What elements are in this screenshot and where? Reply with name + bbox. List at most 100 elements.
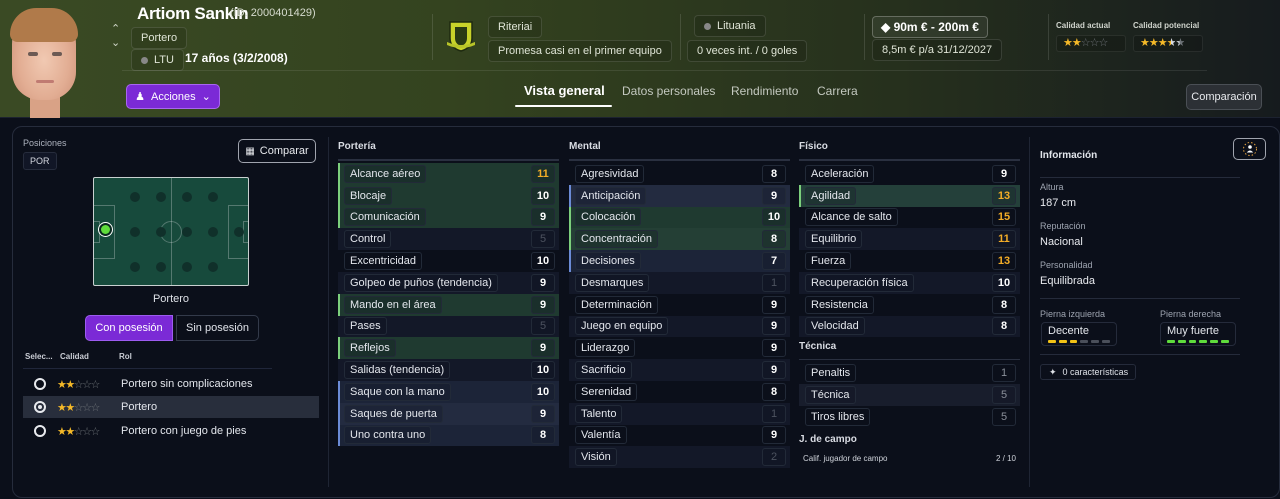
header-divider: [122, 70, 1207, 71]
divider: [1029, 137, 1030, 487]
in-possession-toggle[interactable]: Con posesión: [85, 315, 173, 341]
mental-attributes: Mental Agresividad 8 Anticipación 9 Coloca…: [569, 141, 790, 469]
attribute-row[interactable]: Alcance aéreo 11: [338, 163, 559, 185]
section-title: J. de campo: [799, 433, 857, 445]
traits-button[interactable]: ✦ 0 características: [1040, 364, 1136, 380]
attribute-row[interactable]: Salidas (tendencia) 10: [338, 359, 559, 381]
tab-carrera[interactable]: Carrera: [817, 84, 858, 98]
attribute-row[interactable]: Mando en el área 9: [338, 293, 559, 316]
attribute-row[interactable]: Anticipación 9: [569, 184, 790, 207]
height-value: 187 cm: [1040, 197, 1077, 209]
sparkle-icon: ✦: [1049, 366, 1057, 377]
attribute-row[interactable]: Uno contra uno 8: [338, 424, 559, 447]
player-photo: [6, 6, 86, 118]
left-foot-label: Pierna izquierda: [1040, 309, 1106, 319]
role-row-selected[interactable]: ★★☆☆☆ Portero: [23, 396, 319, 418]
attribute-row[interactable]: Agresividad 8: [569, 163, 790, 185]
left-foot-level-bar: [1048, 340, 1110, 343]
radio-button[interactable]: [34, 378, 46, 390]
attribute-row[interactable]: Excentricidad 10: [338, 250, 559, 272]
compare-button[interactable]: ▦ Comparar: [238, 139, 316, 163]
role-quality-stars: ★★☆☆☆: [57, 378, 100, 391]
tab-vista-general[interactable]: Vista general: [524, 83, 605, 98]
personality-radar-button[interactable]: [1233, 138, 1266, 160]
attribute-row[interactable]: Penaltis 1: [799, 362, 1020, 384]
goalkeeping-attributes: Portería Alcance aéreo 11 Blocaje 10 Comun…: [338, 141, 559, 447]
attribute-row[interactable]: Talento 1: [569, 402, 790, 425]
section-title: Técnica: [799, 341, 837, 353]
previous-player-chevron-up-icon[interactable]: ⌃: [111, 23, 121, 35]
attribute-row[interactable]: Sacrificio 9: [569, 359, 790, 381]
actions-button[interactable]: ♟ Acciones ⌄: [126, 84, 220, 109]
club-crest-icon[interactable]: [446, 18, 476, 52]
attribute-row[interactable]: Decisiones 7: [569, 250, 790, 272]
attribute-row[interactable]: Concentración 8: [569, 228, 790, 251]
tab-datos-personales[interactable]: Datos personales: [622, 84, 716, 98]
section-title: Mental: [569, 141, 601, 152]
radio-button[interactable]: [34, 401, 46, 413]
attribute-row[interactable]: Resistencia 8: [799, 294, 1020, 316]
player-age: 17 años (3/2/2008): [185, 51, 288, 65]
flag-icon: [704, 22, 711, 30]
roles-header-select: Selec...: [25, 352, 53, 361]
value-range-badge: ◆ 90m € - 200m €: [872, 16, 988, 38]
height-label: Altura: [1040, 182, 1064, 192]
international-caps-chip: 0 veces int. / 0 goles: [687, 40, 808, 62]
attribute-row[interactable]: Tiros libres 5: [799, 406, 1020, 428]
attribute-row[interactable]: Visión 2: [569, 446, 790, 469]
tab-rendimiento[interactable]: Rendimiento: [731, 84, 799, 98]
roles-header-role: Rol: [119, 352, 132, 361]
attribute-row[interactable]: Recuperación física 10: [799, 271, 1020, 294]
current-quality-stars: ★★☆☆☆: [1056, 35, 1126, 52]
reputation-label: Reputación: [1040, 221, 1086, 231]
attribute-row[interactable]: Técnica 5: [799, 384, 1020, 406]
attribute-row[interactable]: Blocaje 10: [338, 184, 559, 207]
attribute-row[interactable]: Fuerza 13: [799, 250, 1020, 272]
attribute-row[interactable]: Agilidad 13: [799, 184, 1020, 207]
attribute-row[interactable]: Valentía 9: [569, 425, 790, 447]
right-foot-level-bar: [1167, 340, 1229, 343]
attribute-row[interactable]: Velocidad 8: [799, 315, 1020, 338]
nation-code-chip: LTU: [131, 49, 184, 71]
attribute-row[interactable]: Equilibrio 11: [799, 228, 1020, 251]
attribute-row[interactable]: Serenidad 8: [569, 381, 790, 403]
right-foot-rating: Muy fuerte: [1160, 322, 1236, 346]
info-title: Información: [1040, 150, 1098, 161]
pitch-position-title: Portero: [152, 293, 190, 305]
potential-quality-label: Calidad potencial: [1133, 21, 1200, 30]
role-row[interactable]: ★★☆☆☆ Portero sin complicaciones: [23, 373, 319, 395]
attribute-row[interactable]: Colocación 10: [569, 206, 790, 229]
attribute-row[interactable]: Alcance de salto 15: [799, 207, 1020, 229]
attribute-row[interactable]: Saque con la mano 10: [338, 380, 559, 403]
attribute-row[interactable]: Aceleración 9: [799, 163, 1020, 185]
divider: [864, 14, 865, 60]
person-icon: ♟: [135, 91, 145, 103]
attribute-row[interactable]: Control 5: [338, 228, 559, 251]
comparison-button[interactable]: Comparación: [1186, 84, 1262, 110]
attribute-row[interactable]: Juego en equipo 9: [569, 315, 790, 338]
attribute-row[interactable]: Pases 5: [338, 315, 559, 338]
role-quality-stars: ★★☆☆☆: [57, 425, 100, 438]
potential-quality-stars: ★★★★★: [1133, 35, 1203, 52]
role-row[interactable]: ★★☆☆☆ Portero con juego de pies: [23, 420, 319, 442]
attribute-row[interactable]: Reflejos 9: [338, 337, 559, 360]
attribute-row[interactable]: Golpeo de puños (tendencia) 9: [338, 271, 559, 294]
current-quality-label: Calidad actual: [1056, 21, 1111, 30]
chevron-down-icon: ⌄: [201, 91, 211, 103]
next-player-chevron-down-icon[interactable]: ⌄: [111, 37, 121, 49]
nation-name-chip[interactable]: Lituania: [694, 15, 766, 37]
pitch-diagram[interactable]: [93, 177, 249, 286]
out-of-possession-toggle[interactable]: Sin posesión: [176, 315, 259, 341]
reputation-value: Nacional: [1040, 236, 1083, 248]
attribute-row[interactable]: Comunicación 9: [338, 206, 559, 229]
radio-button[interactable]: [34, 425, 46, 437]
attribute-row[interactable]: Saques de puerta 9: [338, 402, 559, 425]
personality-label: Personalidad: [1040, 260, 1093, 270]
attribute-row[interactable]: Desmarques 1: [569, 271, 790, 294]
attribute-row[interactable]: Liderazgo 9: [569, 337, 790, 359]
wage-contract-chip: 8,5m € p/a 31/12/2027: [872, 39, 1003, 61]
club-name-chip[interactable]: Riteriai: [488, 16, 543, 38]
attribute-row[interactable]: Determinación 9: [569, 294, 790, 316]
section-title: Portería: [338, 141, 376, 152]
goalkeeper-position-marker[interactable]: [98, 222, 113, 237]
